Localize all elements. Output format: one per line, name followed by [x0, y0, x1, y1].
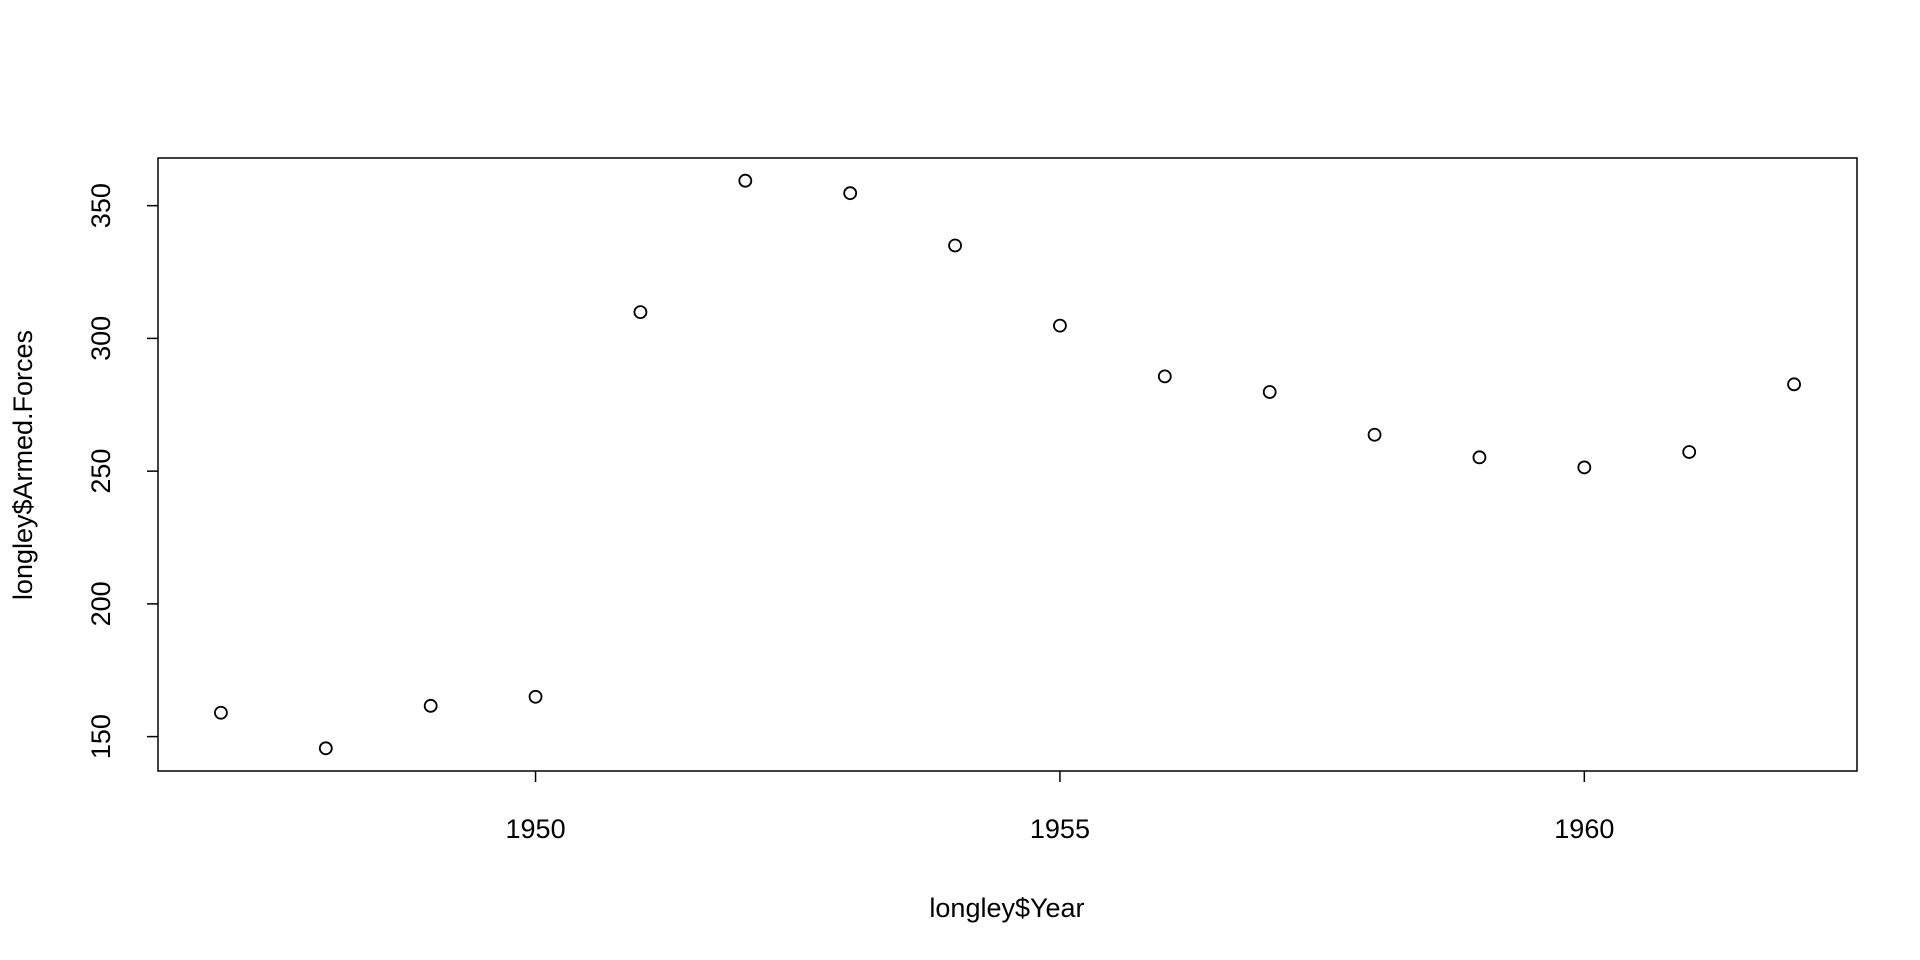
point [1053, 318, 1067, 333]
y-tick-label: 250 [86, 449, 116, 494]
point [948, 238, 962, 253]
y-tick-label: 350 [86, 183, 116, 228]
plot-box [157, 157, 1858, 772]
point [1787, 377, 1801, 392]
x-tick-label: 1955 [1030, 814, 1090, 844]
x-tick-label: 1960 [1554, 814, 1614, 844]
y-tick-label: 150 [86, 714, 116, 759]
point [318, 741, 333, 756]
point [214, 705, 228, 720]
point [1262, 385, 1277, 399]
y-tick-label: 200 [86, 581, 116, 626]
point [633, 305, 648, 320]
point [1682, 445, 1697, 459]
point [423, 698, 438, 713]
point [843, 186, 858, 201]
x-axis-title: longley$Year [929, 893, 1084, 923]
y-axis-title: longley$Armed.Forces [8, 330, 38, 600]
point [1367, 427, 1382, 442]
point [1472, 450, 1487, 465]
x-tick-label: 1950 [506, 814, 566, 844]
point [1577, 460, 1592, 475]
point [1157, 369, 1172, 384]
y-tick-label: 300 [86, 316, 116, 361]
point [528, 689, 543, 704]
point [738, 173, 753, 188]
